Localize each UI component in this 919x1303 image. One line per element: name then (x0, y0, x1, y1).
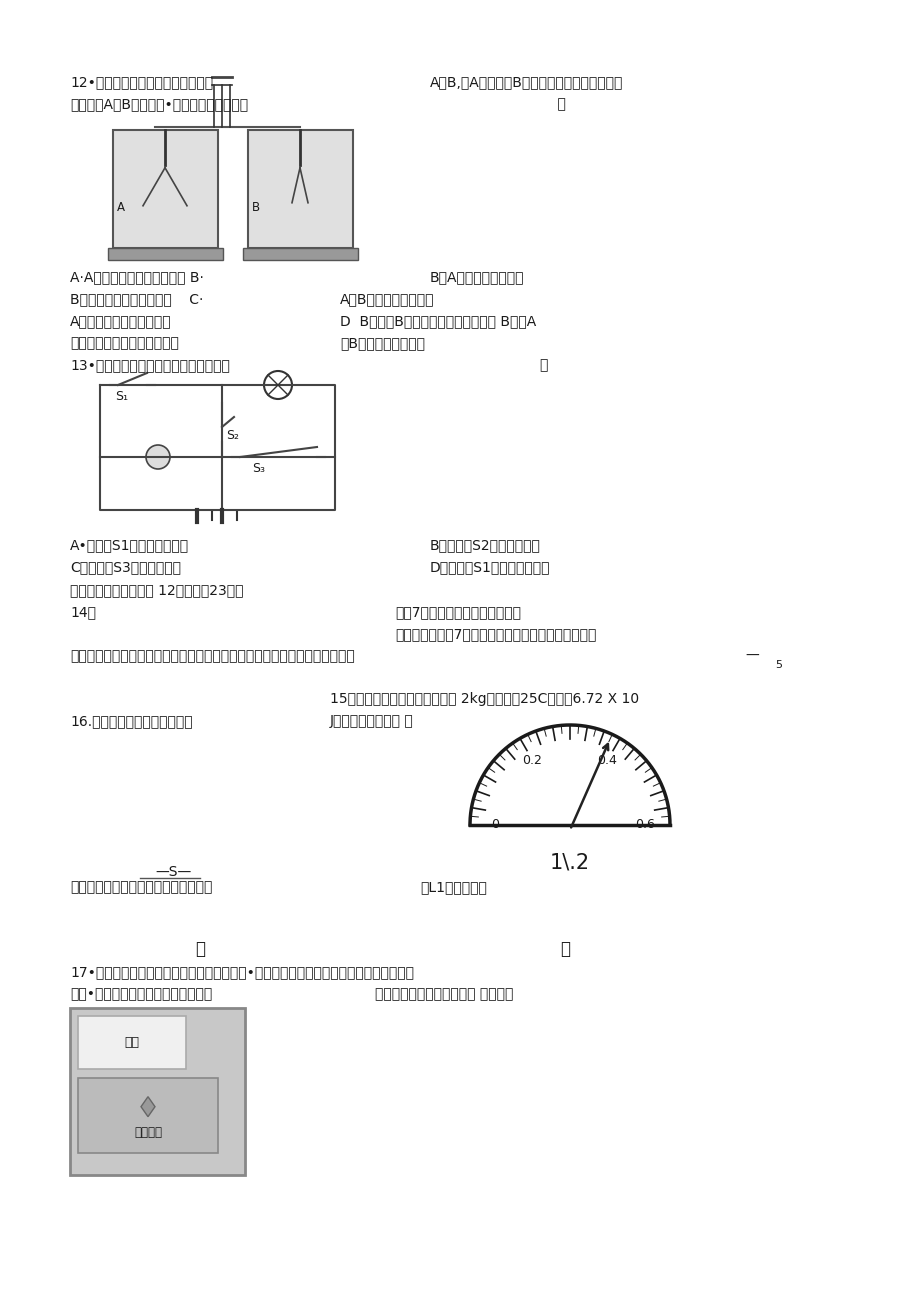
Text: B，A金属箔的张角减小: B，A金属箔的张角减小 (429, 270, 524, 284)
Text: 1\.2: 1\.2 (550, 853, 589, 873)
Text: A和B,使A带正电，B不带电，用带有纮缘手柄的: A和B,使A带正电，B不带电，用带有纮缘手柄的 (429, 76, 623, 89)
Text: 15．一个标准大气压下，质量为 2kg、初温为25C的水同6.72 X 10: 15．一个标准大气压下，质量为 2kg、初温为25C的水同6.72 X 10 (330, 692, 639, 706)
Text: 5: 5 (774, 661, 781, 670)
Text: 13•如图所示电路，以下说法正确的是（: 13•如图所示电路，以下说法正确的是（ (70, 358, 230, 371)
Text: ，B金属箔的张角增大: ，B金属箔的张角增大 (340, 336, 425, 351)
Text: S₃: S₃ (252, 463, 265, 476)
Bar (78, 1016, 187, 1070)
Text: ，金属棒中瞬间电流的方向从: ，金属棒中瞬间电流的方向从 (70, 336, 178, 351)
Text: —S—: —S— (154, 865, 191, 880)
Text: A中正电荷通过金属棒流向: A中正电荷通过金属棒流向 (70, 314, 172, 328)
Text: A，B金属箔的张角增大: A，B金属箔的张角增大 (340, 292, 434, 306)
Text: A: A (117, 201, 125, 214)
Text: C．只断开S3灯亮，电铃响: C．只断开S3灯亮，电铃响 (70, 560, 181, 575)
Text: B．只接通S2灯亮，电铃响: B．只接通S2灯亮，电铃响 (429, 538, 540, 552)
Text: D．只断开S1灯不亮，电铃响: D．只断开S1灯不亮，电铃响 (429, 560, 550, 575)
Text: 17•现在许多宾馆都利用房卡取电，如图所示•只有把房卡插入槽中，房间内的用电器才能: 17•现在许多宾馆都利用房卡取电，如图所示•只有把房卡插入槽中，房间内的用电器才… (70, 966, 414, 979)
Bar (78, 1078, 218, 1153)
Bar (70, 1009, 244, 1175)
Text: S₁: S₁ (115, 390, 128, 403)
Text: 乙: 乙 (560, 939, 570, 958)
Text: ）: ） (470, 358, 548, 371)
Text: 0.6: 0.6 (634, 818, 654, 831)
Text: 14．: 14． (70, 605, 96, 619)
Text: 三、填空题（本大题共 12小题，全23分）: 三、填空题（本大题共 12小题，全23分） (70, 582, 244, 597)
Text: 0.2: 0.2 (522, 753, 542, 766)
Text: S₂: S₂ (226, 429, 239, 442)
Text: J的热量后，其温度 为: J的热量后，其温度 为 (330, 714, 414, 728)
Text: A•只接通S1灯亮，电铃不响: A•只接通S1灯亮，电铃不响 (70, 538, 189, 552)
Text: 插入取电: 插入取电 (134, 1126, 162, 1139)
Text: 0.4: 0.4 (597, 753, 617, 766)
Text: 16.如图甲所示，闭合开关后，: 16.如图甲所示，闭合开关后， (70, 714, 192, 728)
Text: A·A中正电荷通过金属棒流向 B·: A·A中正电荷通过金属棒流向 B· (70, 270, 204, 284)
Text: —: — (744, 649, 758, 663)
Text: B中负电荷通过金属棒流向    C·: B中负电荷通过金属棒流向 C· (70, 292, 203, 306)
Text: 甲: 甲 (195, 939, 205, 958)
Text: 0: 0 (491, 818, 498, 831)
Text: 房卡: 房卡 (125, 1036, 140, 1049)
Circle shape (146, 446, 170, 469)
Bar (248, 130, 353, 248)
Text: 使用•房卡的作用相当于家庭电路中的: 使用•房卡的作用相当于家庭电路中的 (70, 986, 212, 1001)
Text: 12•如图所示，取两个相同的验电器: 12•如图所示，取两个相同的验电器 (70, 76, 213, 89)
Text: D  B，同时B中负电荷通过金属棒流向 B流向A: D B，同时B中负电荷通过金属棒流向 B流向A (340, 314, 536, 328)
Bar (243, 248, 357, 261)
Bar (113, 130, 218, 248)
Text: 小华和同学去田野游玩，看见小草上雨水成小水珠状，这是因为分子之间存在: 小华和同学去田野游玩，看见小草上雨水成小水珠状，这是因为分子之间存在 (70, 649, 355, 663)
Text: 阜阳也不例外，7月底的一场降雨让人感觉凉爽许多，: 阜阳也不例外，7月底的一场降雨让人感觉凉爽许多， (394, 627, 596, 641)
Text: 一，房间里各用电器之间是 　联的．: 一，房间里各用电器之间是 联的． (375, 986, 513, 1001)
Text: 则L1中的电流为: 则L1中的电流为 (420, 880, 486, 894)
Text: B: B (252, 201, 260, 214)
Polygon shape (141, 1097, 154, 1117)
Text: 如图乙两个电流表的指针偏转均相同，: 如图乙两个电流表的指针偏转均相同， (70, 880, 212, 894)
Text: 今年7月下滾全国进入高温天气，: 今年7月下滾全国进入高温天气， (394, 605, 520, 619)
Bar (108, 248, 222, 261)
Text: ）: ） (470, 96, 565, 111)
Text: 金属棒把A和B连接起来•下列说法正确的是（: 金属棒把A和B连接起来•下列说法正确的是（ (70, 96, 248, 111)
